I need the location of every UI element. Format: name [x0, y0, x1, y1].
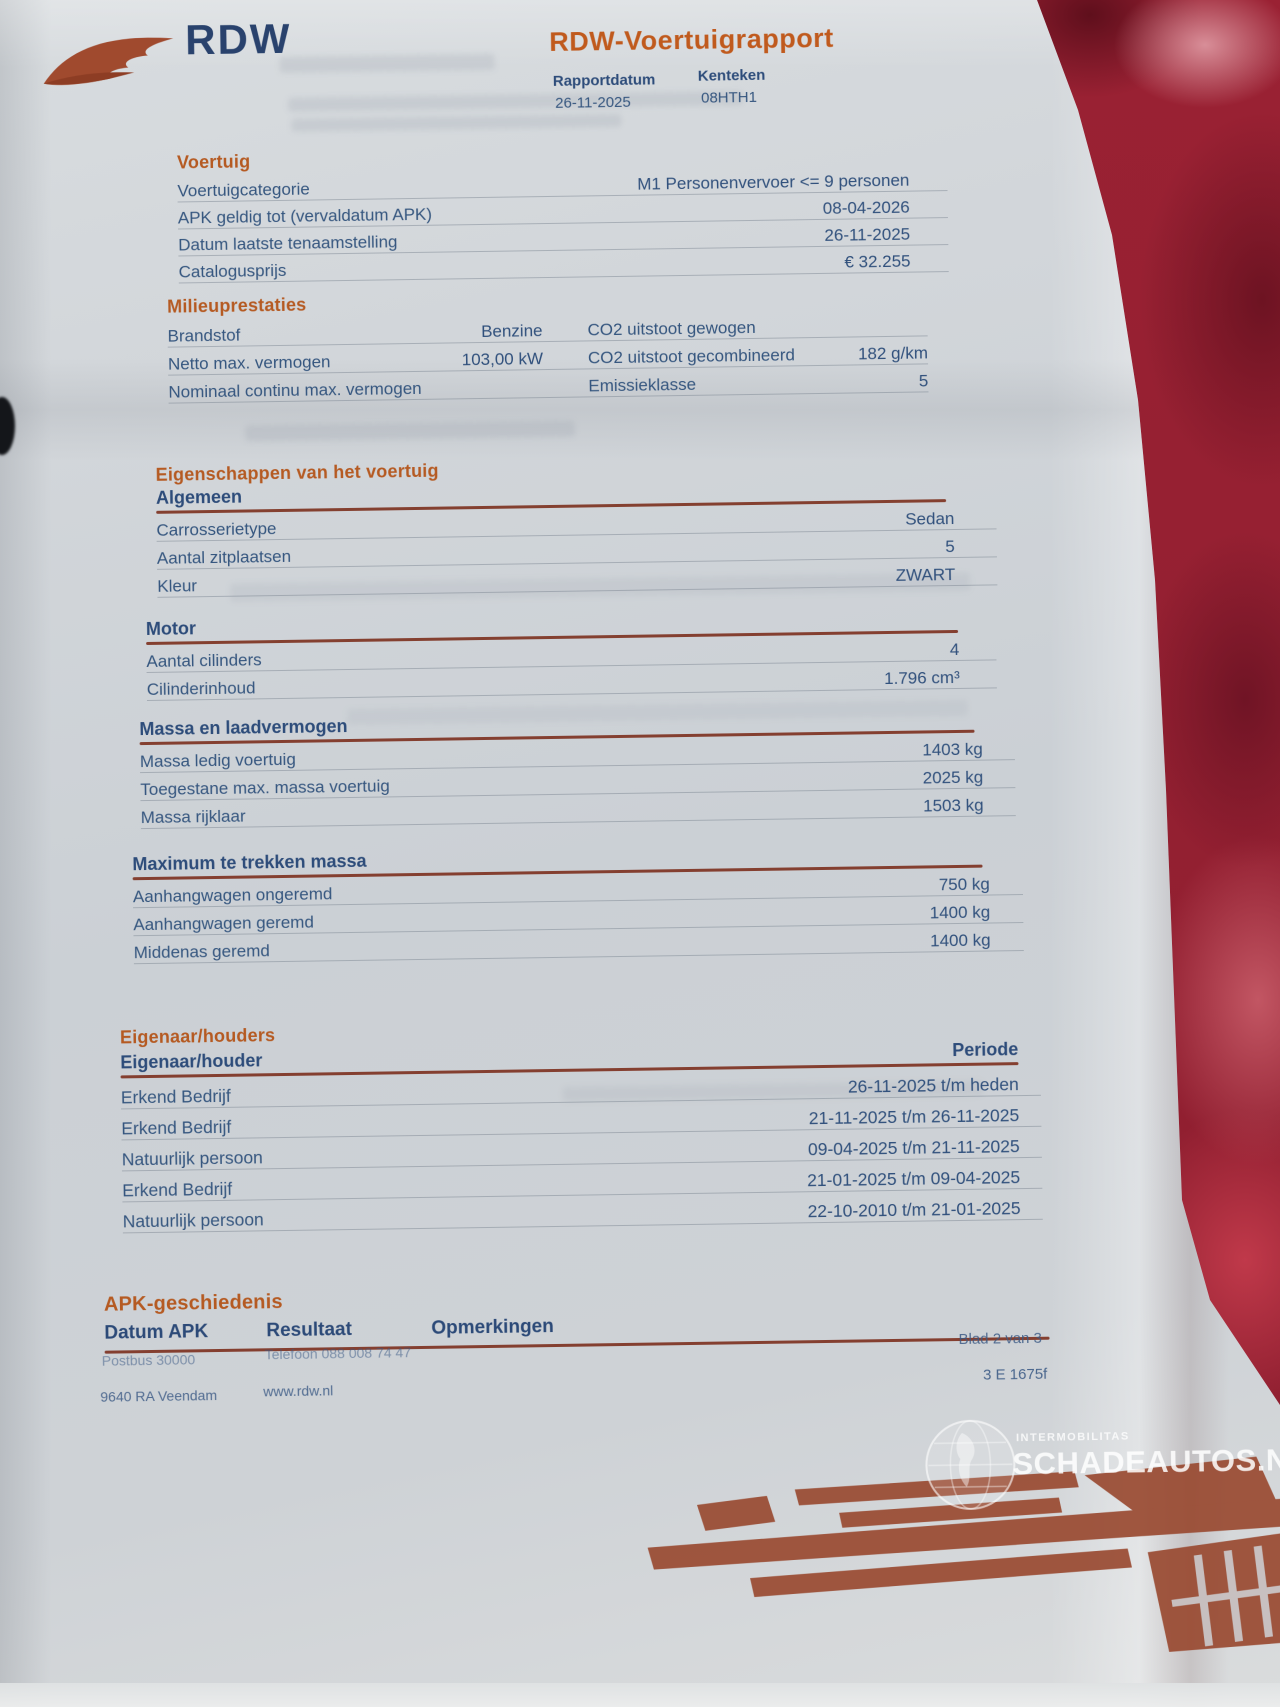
row-label: Carrosserietype — [156, 519, 277, 540]
row-label: CO2 uitstoot gecombineerd — [587, 345, 796, 368]
watermark-small-text: INTERMOBILITAS — [1015, 1430, 1130, 1445]
row-value: € 32.255 — [844, 251, 911, 272]
bleedthrough-text — [279, 53, 495, 73]
rdw-logo-text: RDW — [184, 14, 292, 64]
eigenaar-section: Eigenaar/houders Eigenaar/houder Periode… — [120, 1014, 1043, 1234]
row-value: 1400 kg — [929, 902, 991, 923]
row-label: Massa ledig voertuig — [139, 749, 296, 772]
row-label: Aanhangwagen ongeremd — [132, 884, 333, 907]
row-label: Aanhangwagen geremd — [133, 912, 314, 935]
owner-period: 21-11-2025 t/m 26-11-2025 — [808, 1105, 1020, 1129]
row-label: Netto max. vermogen — [167, 352, 331, 374]
rapportdatum-value: 26-11-2025 — [555, 93, 631, 112]
row-value: 26-11-2025 — [824, 224, 911, 245]
row-label: Toegestane max. massa voertuig — [140, 776, 390, 800]
kenteken-value: 08HTH1 — [700, 88, 758, 107]
row-label: CO2 uitstoot gewogen — [587, 317, 756, 340]
owner-type: Erkend Bedrijf — [120, 1085, 231, 1108]
row-label: Emissieklasse — [588, 374, 697, 396]
footer-website: www.rdw.nl — [263, 1382, 334, 1400]
owner-type: Natuurlijk persoon — [122, 1209, 264, 1232]
owner-type: Erkend Bedrijf — [121, 1116, 232, 1139]
row-value: 1503 kg — [922, 795, 984, 816]
footer-page-number: Blad 2 van 3 — [958, 1329, 1043, 1349]
massa-section: Massa en laadvermogen Massa ledig voertu… — [139, 706, 1016, 830]
row-value: 182 g/km — [857, 343, 929, 364]
row-label: Nominaal continu max. vermogen — [168, 378, 422, 402]
underlying-sheet-edge — [0, 1683, 1280, 1707]
kenteken-label: Kenteken — [697, 66, 766, 85]
footer-telefoon: Telefoon 088 008 74 47 — [264, 1344, 412, 1363]
row-value: 4 — [949, 639, 960, 660]
row-label: Brandstof — [167, 325, 241, 346]
rapportdatum-label: Rapportdatum — [552, 71, 656, 90]
watermark-large-text: SCHADEAUTOS.NL — [1012, 1441, 1280, 1482]
owner-period: 21-01-2025 t/m 09-04-2025 — [806, 1167, 1021, 1191]
row-label: Cilinderinhoud — [146, 678, 256, 699]
owner-type: Erkend Bedrijf — [122, 1178, 233, 1201]
rdw-logo-icon — [39, 22, 178, 106]
column-header: Opmerkingen — [431, 1316, 554, 1339]
row-value — [454, 397, 544, 398]
owner-period: 26-11-2025 t/m heden — [847, 1074, 1019, 1097]
milieuprestaties-section: Milieuprestaties Brandstof Benzine CO2 u… — [167, 285, 929, 404]
trekken-section: Maximum te trekken massa Aanhangwagen on… — [132, 841, 1024, 965]
eigenschappen-section: Eigenschappen van het voertuig Algemeen … — [155, 452, 998, 598]
row-value: 1.796 cm³ — [884, 667, 960, 689]
voertuig-section: Voertuig Voertuigcategorie M1 Personenve… — [177, 141, 949, 284]
row-value: Benzine — [480, 321, 543, 341]
row-value: 5 — [918, 371, 929, 391]
report-title: RDW-Voertuigrapport — [549, 22, 834, 57]
bleedthrough-text — [244, 420, 576, 442]
owner-period: 22-10-2010 t/m 21-01-2025 — [807, 1198, 1021, 1222]
bleedthrough-text — [291, 113, 622, 132]
row-label: Massa rijklaar — [140, 806, 246, 828]
paper-edge-notch — [0, 397, 15, 455]
column-header: Datum APK — [104, 1321, 209, 1344]
row-label: Catalogusprijs — [178, 260, 287, 282]
row-label: Datum laatste tenaamstelling — [178, 232, 398, 255]
globe-icon — [920, 1414, 1022, 1520]
bleedthrough-text — [288, 91, 744, 112]
footer-postbus: Postbus 30000 — [101, 1351, 196, 1369]
row-value: 750 kg — [938, 874, 990, 895]
column-header: Eigenaar/houder — [120, 1050, 263, 1073]
row-label: APK geldig tot (vervaldatum APK) — [177, 204, 433, 228]
motor-section: Motor Aantal cilinders 4 Cilinderinhoud … — [146, 606, 997, 701]
row-value: 08-04-2026 — [822, 197, 910, 218]
footer-plaats: 9640 RA Veendam — [100, 1387, 218, 1405]
owner-type: Natuurlijk persoon — [121, 1147, 263, 1170]
apk-section: APK-geschiedenis Datum APK Resultaat Opm… — [104, 1280, 1050, 1354]
rdw-arrow-graphic — [606, 1428, 1280, 1683]
owner-period: 09-04-2025 t/m 21-11-2025 — [807, 1136, 1020, 1160]
row-value: Sedan — [905, 508, 955, 529]
row-label: Aantal zitplaatsen — [156, 546, 292, 568]
row-value: 1403 kg — [922, 739, 983, 760]
row-label: Voertuigcategorie — [177, 179, 310, 201]
row-value: ZWART — [895, 564, 956, 585]
row-label: Middenas geremd — [133, 941, 270, 963]
column-header: Resultaat — [266, 1319, 353, 1342]
column-header: Periode — [952, 1039, 1019, 1061]
row-label: Kleur — [157, 576, 198, 596]
row-value: 1400 kg — [930, 930, 991, 951]
footer-form-code: 3 E 1675f — [982, 1365, 1048, 1384]
row-value: 5 — [945, 536, 955, 557]
row-value: M1 Personenvervoer <= 9 personen — [637, 170, 910, 194]
row-label: Aantal cilinders — [146, 650, 262, 671]
row-value: 103,00 kW — [461, 349, 544, 370]
row-value: 2025 kg — [922, 767, 984, 788]
